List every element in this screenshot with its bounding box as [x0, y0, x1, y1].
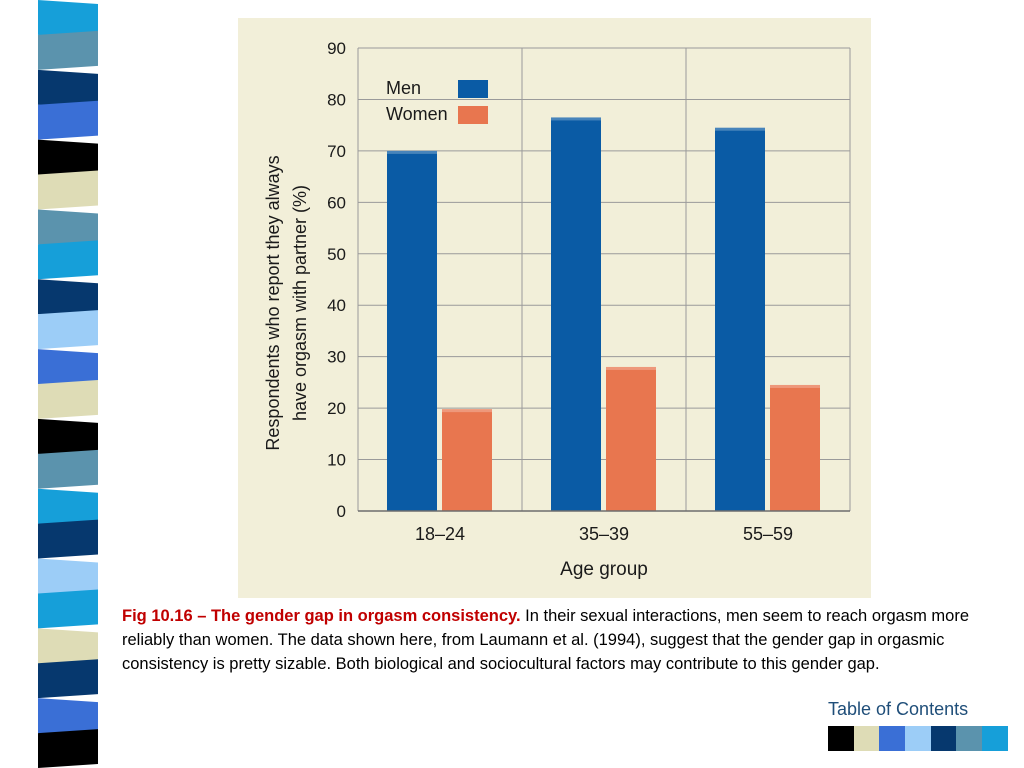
strip-segment [38, 380, 98, 419]
y-axis-label-line: have orgasm with partner (%) [290, 185, 310, 421]
color-swatch [930, 726, 957, 751]
bar-men [387, 150, 437, 511]
y-tick-label: 20 [327, 399, 346, 418]
strip-segment [38, 0, 98, 39]
color-swatch [879, 726, 906, 751]
bar-highlight [770, 384, 820, 388]
strip-segment [38, 488, 98, 528]
strip-segment [38, 519, 98, 559]
strip-segment [38, 628, 98, 668]
bar-chart: 0 10 20 30 40 50 60 70 80 90 18–24 35–39 55–59 Age gr… [263, 39, 851, 580]
strip-segment [38, 558, 98, 598]
legend-swatch [458, 80, 488, 98]
x-tick-label: 18–24 [415, 524, 465, 544]
strip-segment [38, 170, 98, 210]
chart-panel: 0 10 20 30 40 50 60 70 80 90 18–24 35–39 55–59 Age gr… [238, 18, 871, 598]
strip-segment [38, 729, 98, 768]
x-axis-label: Age group [560, 559, 648, 580]
color-swatch [982, 726, 1008, 751]
strip-segment [38, 449, 98, 489]
figure-caption: Fig 10.16 – The gender gap in orgasm con… [122, 604, 982, 676]
bar-women [770, 384, 820, 511]
y-tick-label: 60 [327, 193, 346, 212]
bar-women [606, 366, 656, 511]
color-swatch [956, 726, 983, 751]
decorative-side-strip [38, 0, 98, 768]
bar-highlight [442, 409, 492, 413]
bar-men [551, 117, 601, 511]
bar-highlight [606, 366, 656, 370]
legend-label: Men [386, 78, 421, 98]
strip-segment [38, 418, 98, 458]
color-swatch [905, 726, 931, 751]
strip-segment [38, 139, 98, 179]
strip-segment [38, 589, 98, 629]
y-tick-label: 80 [327, 90, 346, 109]
strip-segment [38, 659, 98, 699]
table-of-contents-link[interactable]: Table of Contents [828, 699, 969, 719]
x-tick-label: 35–39 [579, 524, 629, 544]
y-tick-label: 30 [327, 348, 346, 367]
y-tick-label: 70 [327, 142, 346, 161]
strip-segment [38, 279, 98, 319]
y-tick-label: 10 [327, 451, 346, 470]
legend-swatch [458, 106, 488, 124]
strip-segment [38, 698, 98, 738]
strip-segment [38, 240, 98, 280]
strip-segment [38, 69, 98, 109]
x-tick-label: 55–59 [743, 524, 793, 544]
color-swatch [853, 726, 880, 751]
bar-women [442, 409, 492, 511]
strip-segment [38, 310, 98, 350]
strip-segment [38, 100, 98, 140]
y-tick-label: 50 [327, 245, 346, 264]
y-tick-label: 40 [327, 296, 346, 315]
bar-highlight [551, 117, 601, 121]
y-tick-label: 90 [327, 39, 346, 58]
color-swatch [828, 726, 854, 751]
bar-highlight [715, 127, 765, 131]
strip-segment [38, 30, 98, 70]
y-tick-label: 0 [337, 502, 346, 521]
caption-body: In their sexual interactions, men seem t… [122, 607, 970, 673]
bar-men [715, 127, 765, 511]
strip-segment [38, 209, 98, 249]
caption-title: Fig 10.16 – The gender gap in orgasm con… [122, 607, 521, 625]
legend-label: Women [386, 104, 448, 124]
y-axis-label-line: Respondents who report they always [263, 155, 283, 450]
bar-highlight [387, 150, 437, 154]
strip-segment [38, 349, 98, 388]
color-swatch-row [828, 726, 1008, 751]
